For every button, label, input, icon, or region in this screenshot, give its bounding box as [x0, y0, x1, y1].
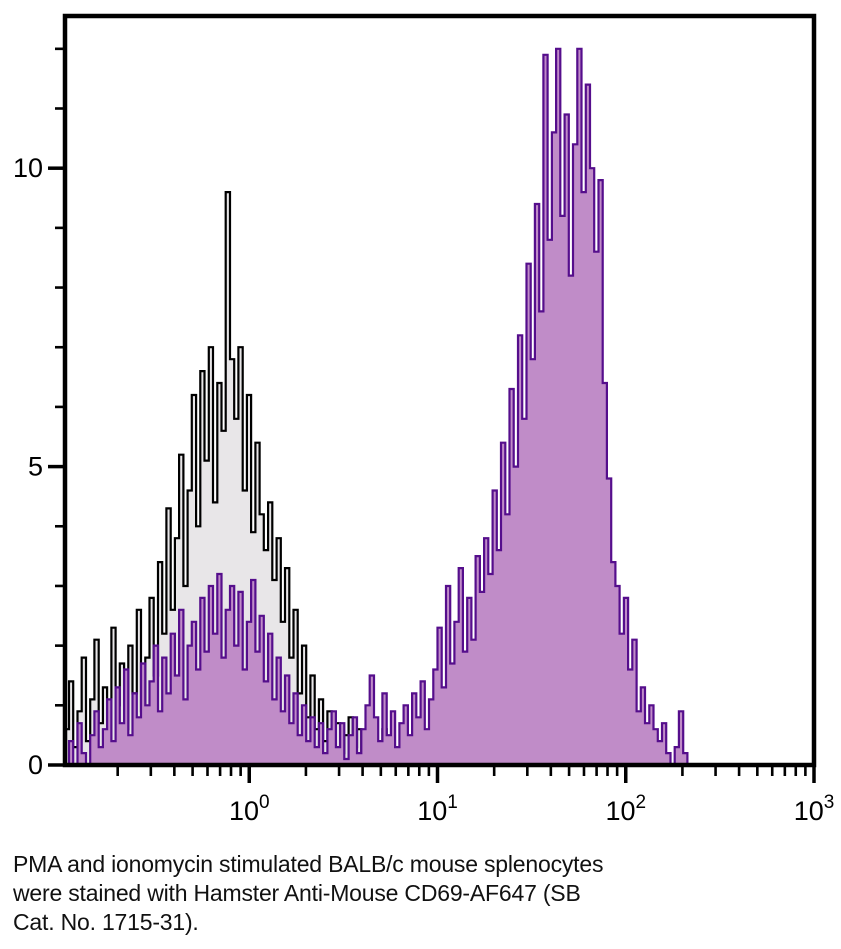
- x-tick-label: 101: [417, 792, 458, 826]
- x-tick-label: 103: [794, 792, 835, 826]
- caption-line-3: Cat. No. 1715-31).: [13, 909, 199, 935]
- cd69-af647-histogram: [64, 47, 701, 767]
- flow-cytometry-chart: 0 5 10 100 101 102 103: [13, 13, 835, 826]
- plot-frame: [62, 13, 817, 768]
- figure-caption: PMA and ionomycin stimulated BALB/c mous…: [13, 850, 813, 937]
- x-axis-ticks: 100 101 102 103: [116, 767, 835, 826]
- y-axis-ticks: 0 5 10: [13, 47, 63, 780]
- y-tick-label: 5: [28, 452, 43, 482]
- caption-line-2: were stained with Hamster Anti-Mouse CD6…: [13, 880, 581, 906]
- caption-line-1: PMA and ionomycin stimulated BALB/c mous…: [13, 851, 604, 877]
- flow-cytometry-histogram-svg: 0 5 10 100 101 102 103: [13, 13, 835, 826]
- x-tick-label: 100: [229, 792, 270, 826]
- histogram-series: [63, 47, 701, 767]
- y-tick-label: 0: [28, 750, 43, 780]
- y-tick-label: 10: [13, 153, 43, 183]
- x-tick-label: 102: [605, 792, 646, 826]
